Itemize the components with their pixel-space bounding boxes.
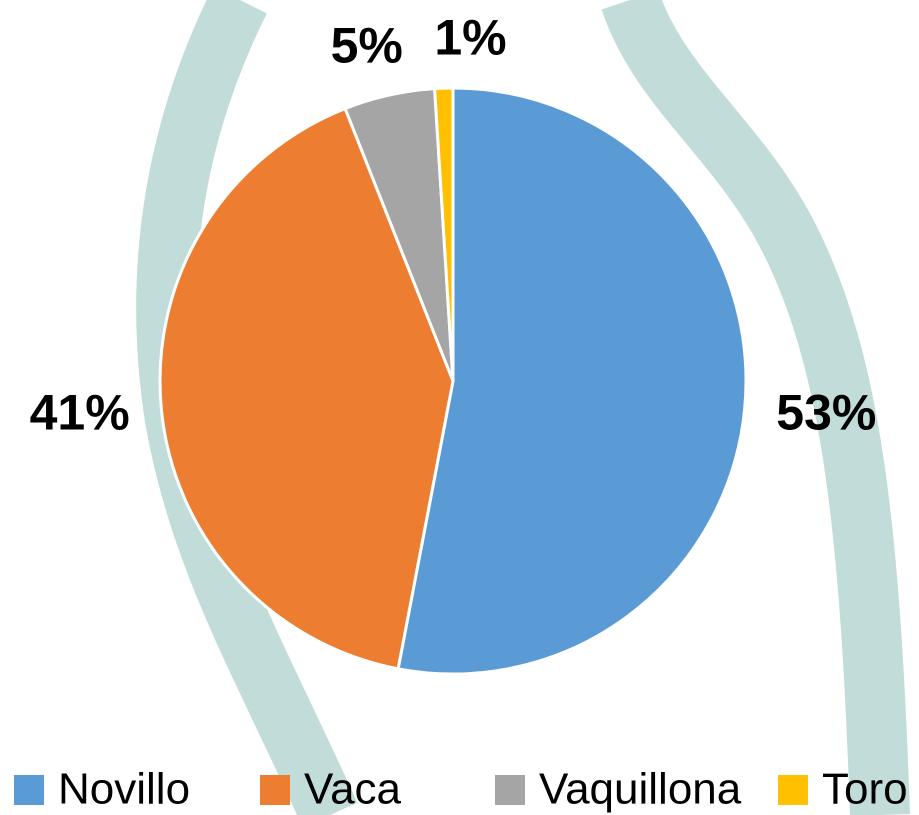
legend-swatch (778, 775, 808, 805)
legend: Novillo Vaca Vaquillona Toro (14, 765, 908, 814)
legend-swatch (495, 775, 525, 805)
pie (158, 86, 748, 676)
legend-swatch (260, 775, 290, 805)
legend-label: Vaca (304, 765, 402, 814)
legend-label: Vaquillona (539, 765, 742, 814)
legend-label: Novillo (58, 765, 190, 814)
data-label: 5% (331, 17, 403, 73)
legend-label: Toro (822, 765, 908, 814)
data-labels: 53% 41% 5% 1% (30, 9, 877, 440)
data-label: 1% (434, 9, 506, 65)
data-label: 53% (776, 384, 876, 440)
pie-slice (158, 106, 455, 671)
data-label: 41% (30, 384, 130, 440)
pie-slice (433, 86, 455, 382)
decor-band (601, 0, 910, 815)
legend-swatch (14, 775, 44, 805)
pie-slice (396, 86, 748, 676)
